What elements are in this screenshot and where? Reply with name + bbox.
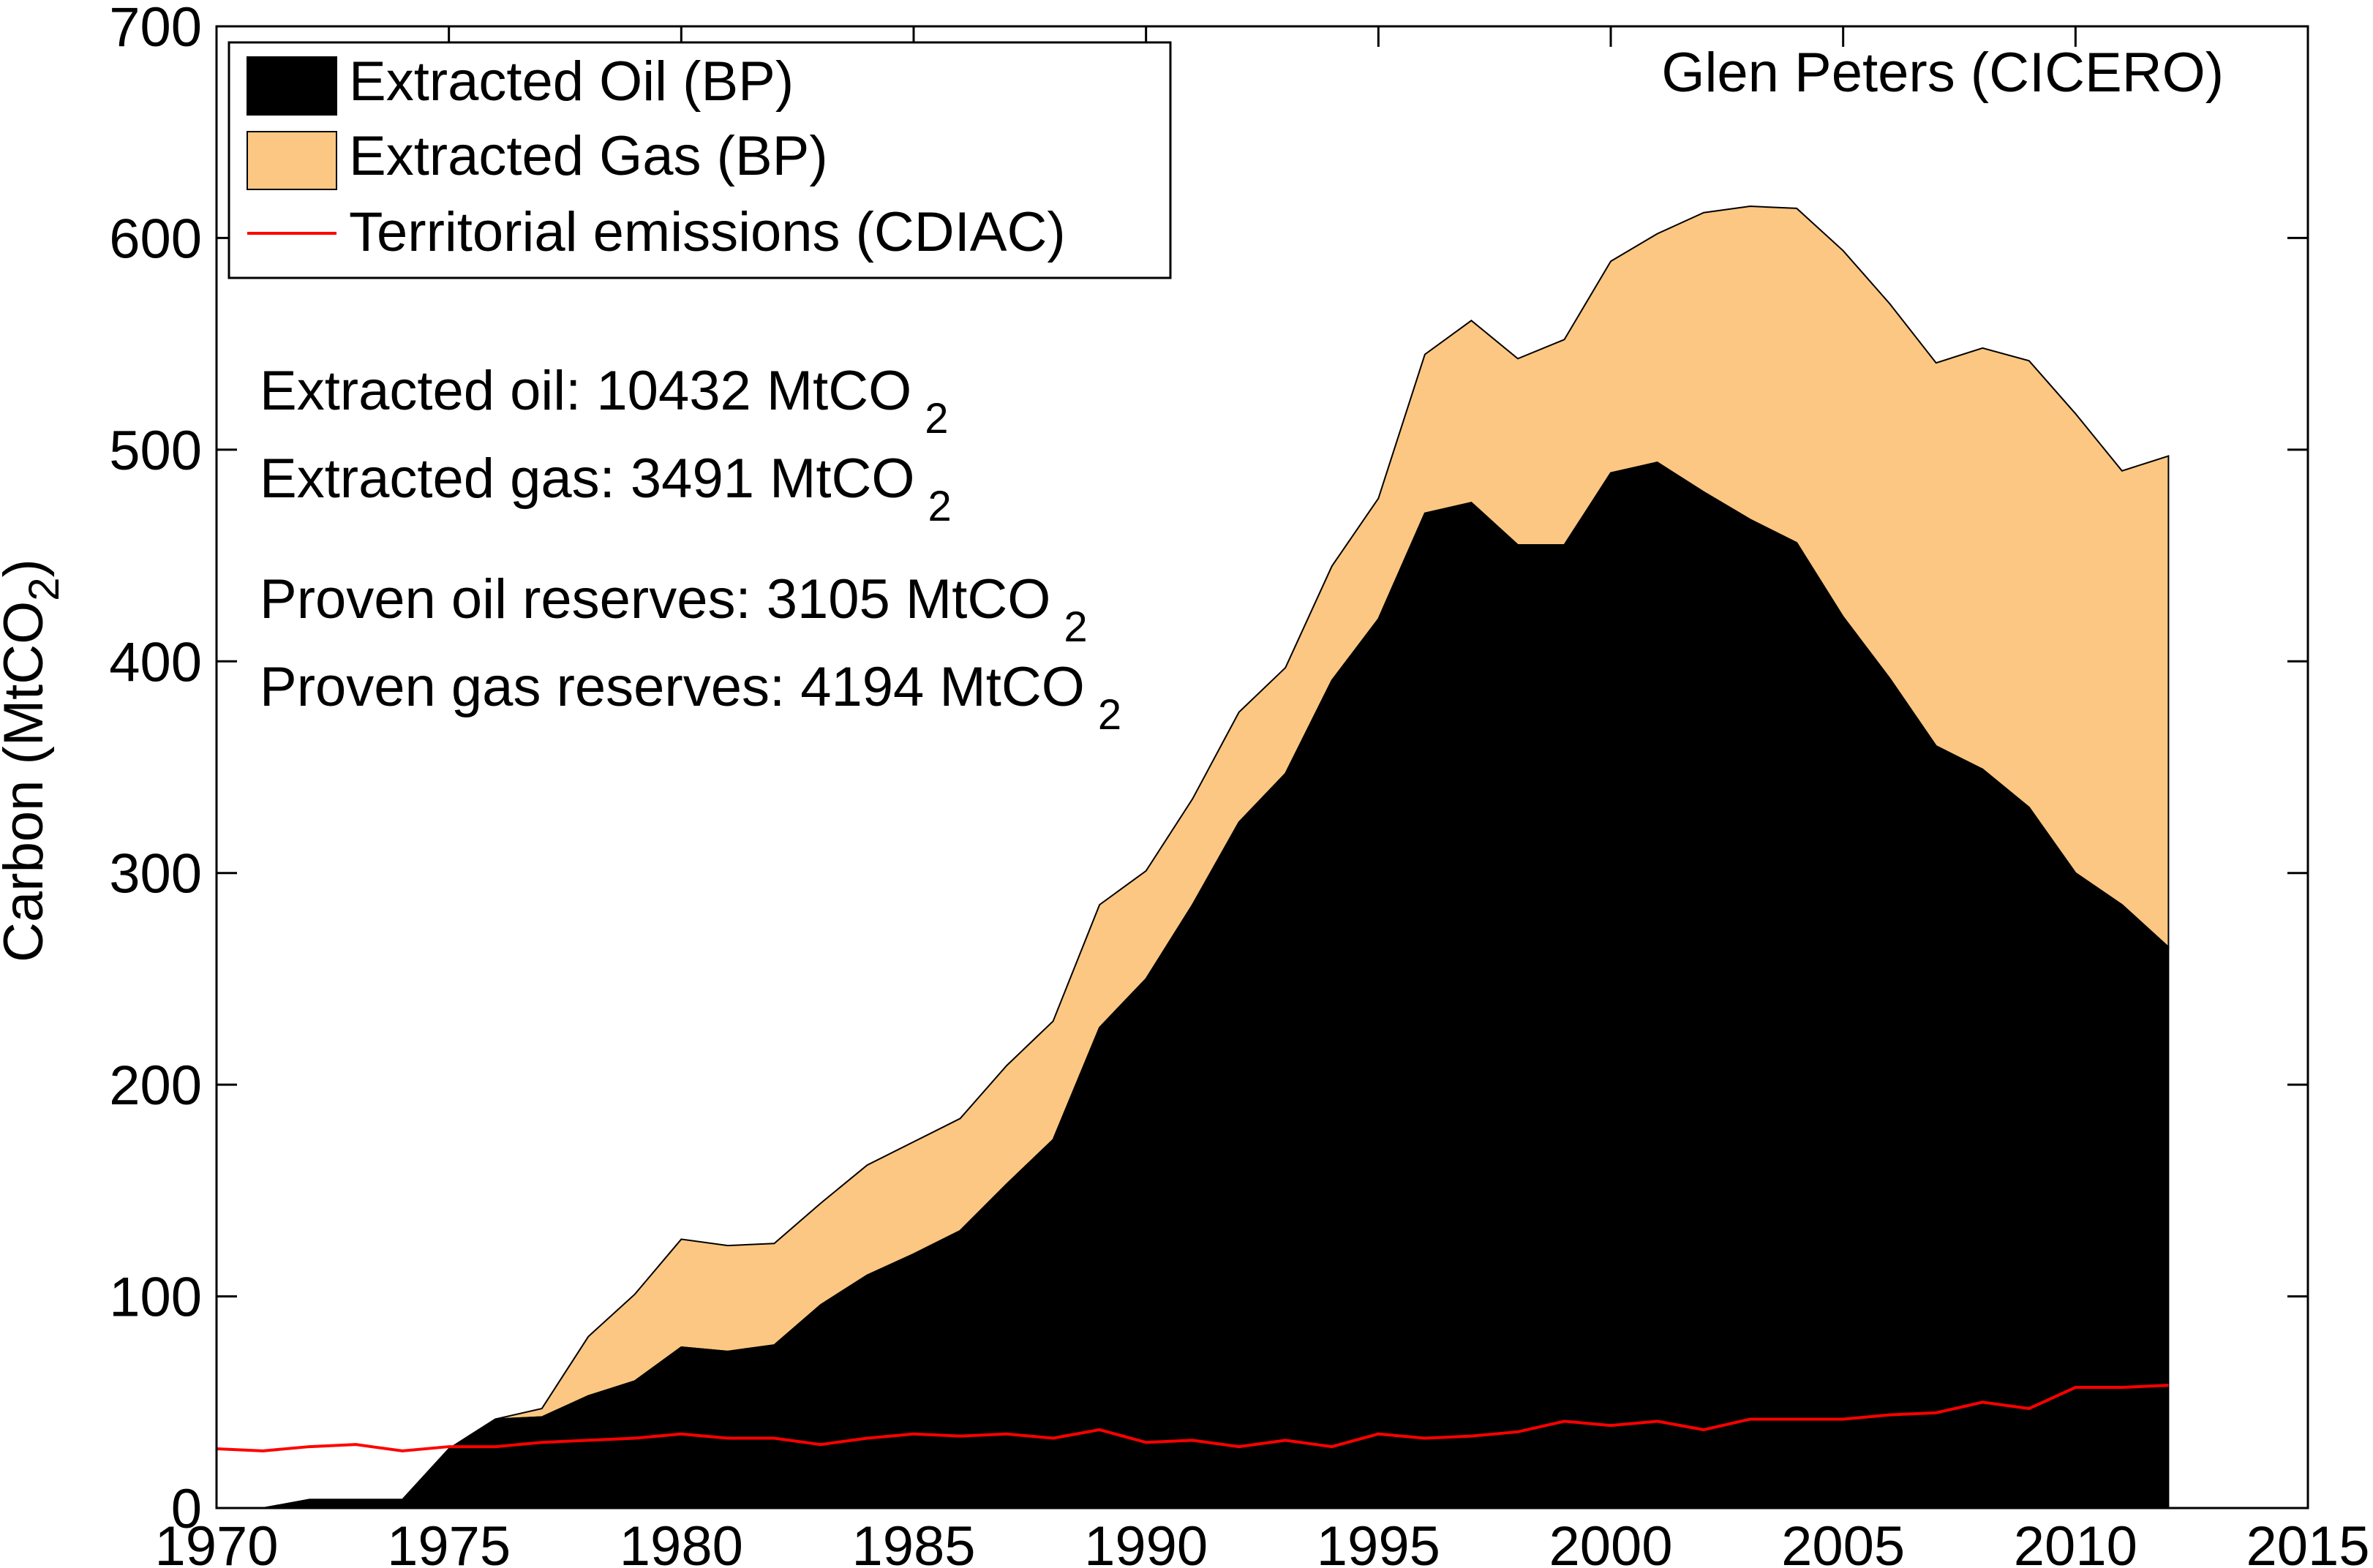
- x-tick-label: 1970: [154, 1515, 278, 1568]
- x-tick-label: 1995: [1317, 1515, 1440, 1568]
- x-tick-label: 1975: [387, 1515, 511, 1568]
- annotation-text: Proven oil reserves: 3105 MtCO: [260, 568, 1050, 630]
- y-axis-label-text: Carbon (MtCO2): [0, 559, 68, 962]
- y-axis-label-subscript: 2: [20, 577, 68, 600]
- y-axis-label: Carbon (MtCO2): [0, 559, 68, 962]
- legend-label-gas: Extracted Gas (BP): [349, 125, 828, 187]
- plot-area: [216, 206, 2170, 1509]
- axes: 1970 1975 1980 1985 1990 1995 2000 2005 2010 2015…: [109, 0, 2369, 1568]
- line-territorial-emissions: [216, 1384, 2169, 1452]
- y-tick-label: 700: [109, 0, 202, 59]
- y-tick-label: 600: [109, 208, 202, 270]
- annotations: Extracted oil: 10432 MtCO 2 Extracted gas…: [260, 360, 1121, 739]
- credit-label: Glen Peters (CICERO): [1661, 42, 2224, 104]
- x-tick-label: 2000: [1549, 1515, 1672, 1568]
- plot-frame: [215, 25, 2309, 1509]
- x-tick-label: 2015: [2246, 1515, 2369, 1568]
- y-tick-label: 500: [109, 420, 202, 482]
- legend-box: [227, 41, 1172, 279]
- y-tick-label: 400: [109, 631, 202, 693]
- y-tick-label: 300: [109, 843, 202, 905]
- y-tick-label: 200: [109, 1055, 202, 1117]
- x-tick-label: 2005: [1781, 1515, 1905, 1568]
- legend: Extracted Oil (BP) Extracted Gas (BP) Te…: [227, 41, 1172, 279]
- annotation-subscript: 2: [1098, 691, 1121, 739]
- legend-swatch-gas: [247, 131, 337, 190]
- y-tick-label: 0: [171, 1478, 202, 1540]
- credit-text: Glen Peters (CICERO): [1661, 42, 2224, 104]
- annotation-text: Proven gas reserves: 4194 MtCO: [260, 656, 1085, 718]
- legend-label-emissions: Territorial emissions (CDIAC): [349, 201, 1066, 263]
- legend-label-oil: Extracted Oil (BP): [349, 50, 794, 113]
- annotation-extracted-gas: Extracted gas: 3491 MtCO 2: [260, 448, 952, 530]
- x-tick-label: 1980: [620, 1515, 743, 1568]
- annotation-proven-gas: Proven gas reserves: 4194 MtCO 2: [260, 656, 1121, 739]
- annotation-extracted-oil: Extracted oil: 10432 MtCO 2: [260, 360, 949, 442]
- annotation-text: Extracted oil: 10432 MtCO: [260, 360, 911, 422]
- annotation-proven-oil: Proven oil reserves: 3105 MtCO 2: [260, 568, 1088, 651]
- annotation-subscript: 2: [928, 483, 952, 530]
- y-axis-label-main: Carbon (MtCO: [0, 601, 55, 962]
- x-tick-label: 1985: [851, 1515, 975, 1568]
- legend-swatch-oil: [247, 56, 337, 116]
- annotation-subscript: 2: [1064, 603, 1087, 651]
- annotation-subscript: 2: [925, 395, 948, 442]
- x-tick-label: 2010: [2014, 1515, 2137, 1568]
- annotation-text: Extracted gas: 3491 MtCO: [260, 448, 915, 510]
- y-axis-label-close: ): [0, 559, 55, 577]
- area-extracted-oil: [217, 461, 2170, 1509]
- y-tick-label: 100: [109, 1267, 202, 1329]
- x-tick-label: 1990: [1084, 1515, 1208, 1568]
